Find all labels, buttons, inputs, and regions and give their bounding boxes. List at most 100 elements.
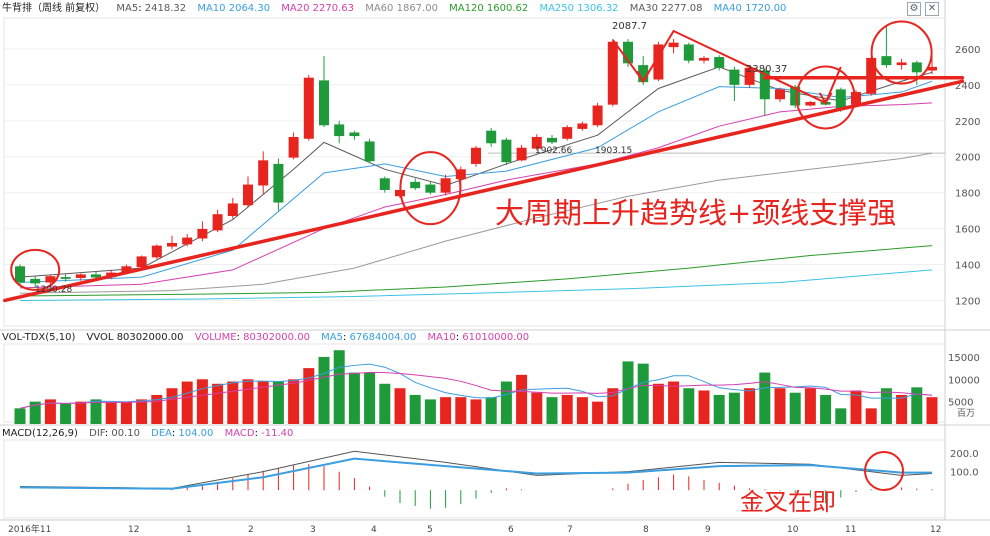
price-tick-label: 1600 (955, 225, 980, 236)
x-tick-label: 5 (427, 525, 433, 535)
candle (653, 41, 664, 82)
candle (607, 39, 618, 107)
volume-bar (500, 381, 512, 424)
ma-line-ma120 (19, 245, 933, 297)
candle (15, 264, 25, 287)
x-tick-label: 4 (371, 525, 377, 535)
price-tick-label: 2600 (955, 45, 980, 56)
candle-body (288, 136, 299, 158)
volume-bar (774, 388, 786, 424)
candle (881, 26, 892, 68)
volume-bar (622, 361, 634, 424)
candle-body (638, 65, 649, 83)
volume-bar (576, 397, 588, 424)
volume-bar (242, 379, 254, 424)
macd-tick-label: 200.0 (950, 449, 979, 460)
candle-body (410, 181, 421, 189)
x-tick-label: 8 (643, 525, 649, 535)
volume-tick-label: 15000 (948, 353, 980, 364)
mid-price-label-1: 1903.15 (595, 146, 633, 156)
x-tick-label: 1 (186, 525, 192, 535)
candle-body (562, 127, 573, 139)
candle (273, 158, 284, 211)
price-tick-label: 1200 (955, 296, 980, 307)
candle-body (91, 274, 101, 278)
price-tick-label: 1400 (955, 261, 980, 272)
volume-tick-label: 10000 (948, 375, 980, 386)
volume-bar (364, 372, 376, 424)
candle (668, 39, 679, 54)
price-panel-frame (3, 17, 946, 327)
volume-bar (151, 394, 163, 424)
candle-body (486, 130, 497, 144)
ma-legend-0: MA5: 2418.32 (116, 3, 187, 14)
candle (379, 176, 390, 193)
candle (349, 130, 360, 140)
volume-bar (75, 401, 87, 424)
ma-legend-2: MA20 2270.63 (281, 3, 355, 14)
candle-body (136, 256, 147, 268)
candle (562, 125, 573, 141)
x-tick-label: 9 (705, 525, 711, 535)
volume-bar (668, 381, 680, 424)
candle-body (60, 277, 71, 279)
volume-bar (90, 399, 102, 424)
candle-body (349, 132, 360, 137)
ma-line-ma60 (19, 152, 933, 294)
candle (471, 145, 481, 167)
ma-legend-3: MA60 1867.00 (365, 3, 438, 14)
candle-body (927, 66, 937, 71)
vvol-legend: VVOL 80302000.00 (86, 332, 184, 343)
volume-bar (120, 401, 132, 424)
candle-body (471, 147, 481, 164)
volume-bar (455, 397, 467, 424)
arrow-head (636, 70, 651, 84)
volume-bar (865, 408, 877, 424)
volume-bar (348, 372, 360, 424)
candle (805, 101, 816, 107)
candle-body (167, 242, 177, 247)
x-tick-label: 6 (508, 525, 514, 535)
volume-bar (804, 388, 816, 424)
volume-bar (698, 390, 710, 424)
candle-body (805, 101, 816, 106)
volume-ma10-line (19, 371, 933, 409)
close-icon[interactable]: ✕ (925, 2, 939, 16)
candle-body (759, 70, 770, 100)
x-tick-label: 2016年11 (8, 523, 51, 535)
candle (623, 39, 633, 67)
candle (592, 102, 603, 128)
volume-bar (318, 356, 330, 424)
volume-bar (333, 350, 345, 424)
volume-bar (44, 399, 56, 424)
candle (683, 42, 694, 64)
low-price-label: 1290.28 (35, 285, 73, 295)
volume-bar (166, 388, 178, 424)
volume-bar (288, 379, 300, 424)
x-tick-label: 12 (930, 525, 941, 535)
candle (547, 135, 557, 145)
highlight-circle (795, 65, 856, 130)
volume-bar (896, 394, 908, 424)
candle-body (714, 57, 725, 68)
candle-body (623, 41, 633, 64)
volume-bar (880, 388, 892, 424)
candle (60, 274, 71, 282)
candle-body (75, 274, 86, 278)
settings-icon[interactable]: ⚙ (907, 2, 921, 16)
volume-bar (379, 383, 391, 424)
volume-bar (911, 387, 923, 424)
candle-body (835, 89, 846, 110)
price-tick-label: 2400 (955, 81, 980, 92)
candle-body (15, 266, 25, 283)
high-price-label: 2087.7 (612, 21, 647, 32)
trend-annotation: 大周期上升趋势线+颈线支撑强 (495, 196, 897, 230)
candle (364, 138, 375, 164)
candle-body (30, 278, 41, 284)
candle-body (425, 184, 436, 193)
candle (911, 60, 922, 85)
arrow-head (818, 92, 833, 105)
ma-line-ma20 (19, 102, 933, 289)
